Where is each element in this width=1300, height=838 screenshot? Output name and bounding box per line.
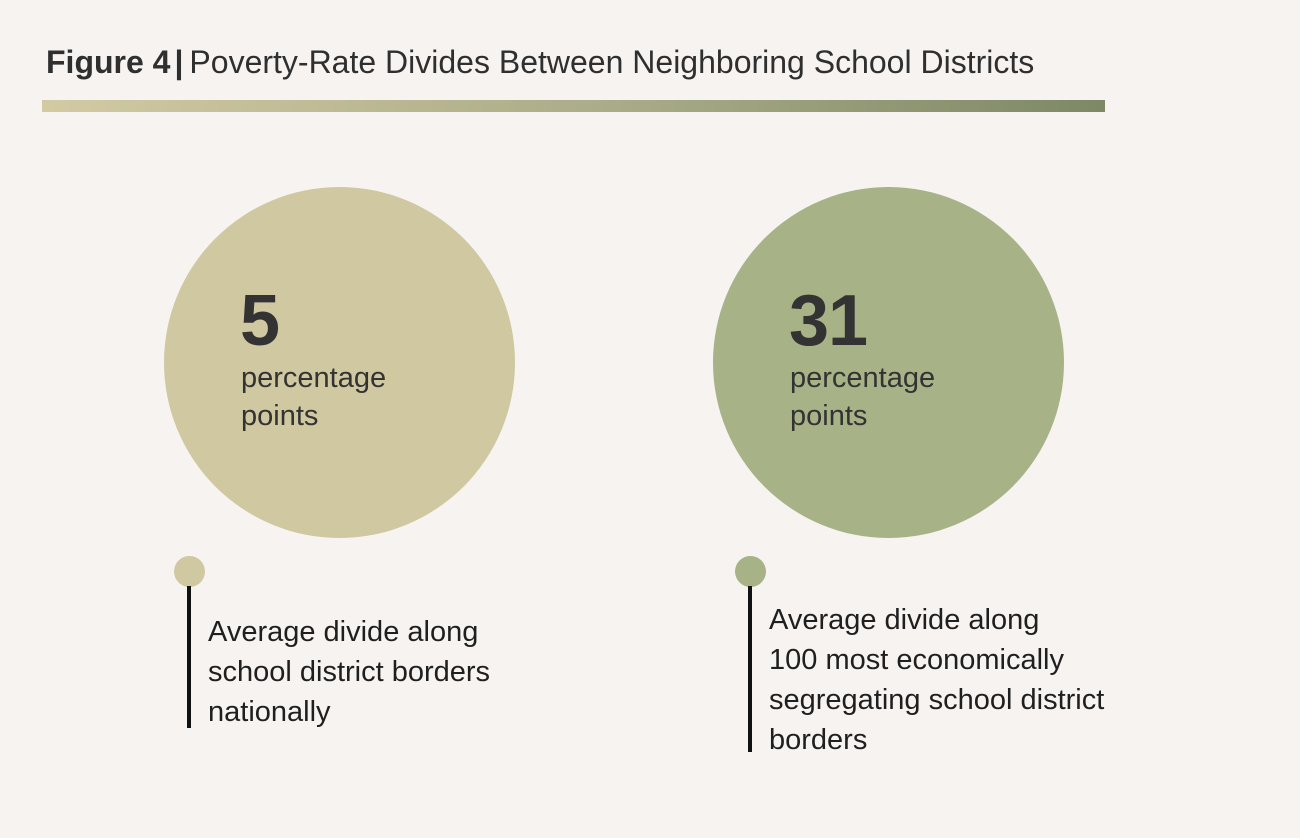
- stat-unit-segregating: percentage points: [790, 359, 1010, 435]
- stat-unit-line: percentage: [790, 362, 936, 394]
- stat-description-segregating: Average divide along 100 most economical…: [769, 600, 1104, 760]
- stat-circle-segregating: 31 percentage points: [713, 187, 1064, 538]
- marker-stem-national: [187, 586, 191, 728]
- stat-value-national: 5: [240, 281, 280, 361]
- description-line: school district borders: [208, 656, 491, 688]
- marker-stem-segregating: [748, 586, 752, 752]
- stat-value-segregating: 31: [789, 281, 868, 361]
- description-line: 100 most economically: [769, 644, 1064, 676]
- stat-description-national: Average divide along school district bor…: [208, 612, 490, 732]
- stat-unit-line: points: [241, 400, 319, 432]
- description-line: Average divide along: [769, 604, 1040, 636]
- marker-dot-national: [174, 556, 205, 587]
- stat-unit-line: points: [790, 400, 868, 432]
- figure-title-text: Poverty-Rate Divides Between Neighboring…: [189, 44, 1035, 80]
- description-line: Average divide along: [208, 616, 479, 648]
- description-line: nationally: [208, 696, 331, 728]
- stat-unit-national: percentage points: [241, 359, 461, 435]
- description-line: borders: [769, 724, 868, 756]
- marker-dot-segregating: [735, 556, 766, 587]
- stat-unit-line: percentage: [241, 362, 387, 394]
- figure-title: Figure 4 | Poverty-Rate Divides Between Ne…: [46, 40, 1034, 84]
- description-line: segregating school district: [769, 684, 1105, 716]
- title-gradient-rule: [42, 100, 1105, 112]
- figure-label: Figure 4: [46, 44, 171, 80]
- stat-circle-national: 5 percentage points: [164, 187, 515, 538]
- title-separator: |: [174, 44, 184, 80]
